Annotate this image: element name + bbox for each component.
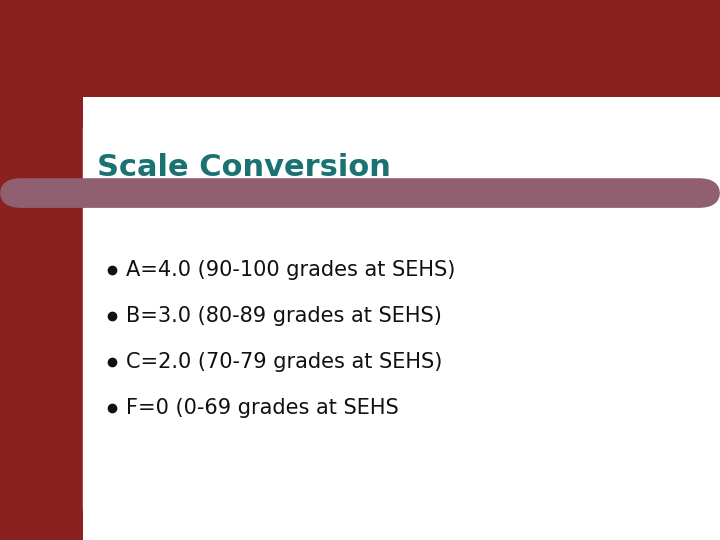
Text: Scale Conversion: Scale Conversion (97, 153, 391, 182)
Text: B=3.0 (80-89 grades at SEHS): B=3.0 (80-89 grades at SEHS) (126, 306, 442, 326)
Bar (126, 508, 720, 540)
Bar (83, 97, 126, 130)
FancyBboxPatch shape (83, 97, 720, 540)
Bar (0, 0, 83, 540)
Bar (83, 0, 720, 140)
Text: C=2.0 (70-79 grades at SEHS): C=2.0 (70-79 grades at SEHS) (126, 352, 442, 372)
FancyBboxPatch shape (0, 178, 720, 208)
Bar (83, 508, 126, 540)
Text: A=4.0 (90-100 grades at SEHS): A=4.0 (90-100 grades at SEHS) (126, 260, 455, 280)
Bar (126, 97, 720, 130)
Text: F=0 (0-69 grades at SEHS: F=0 (0-69 grades at SEHS (126, 397, 399, 418)
